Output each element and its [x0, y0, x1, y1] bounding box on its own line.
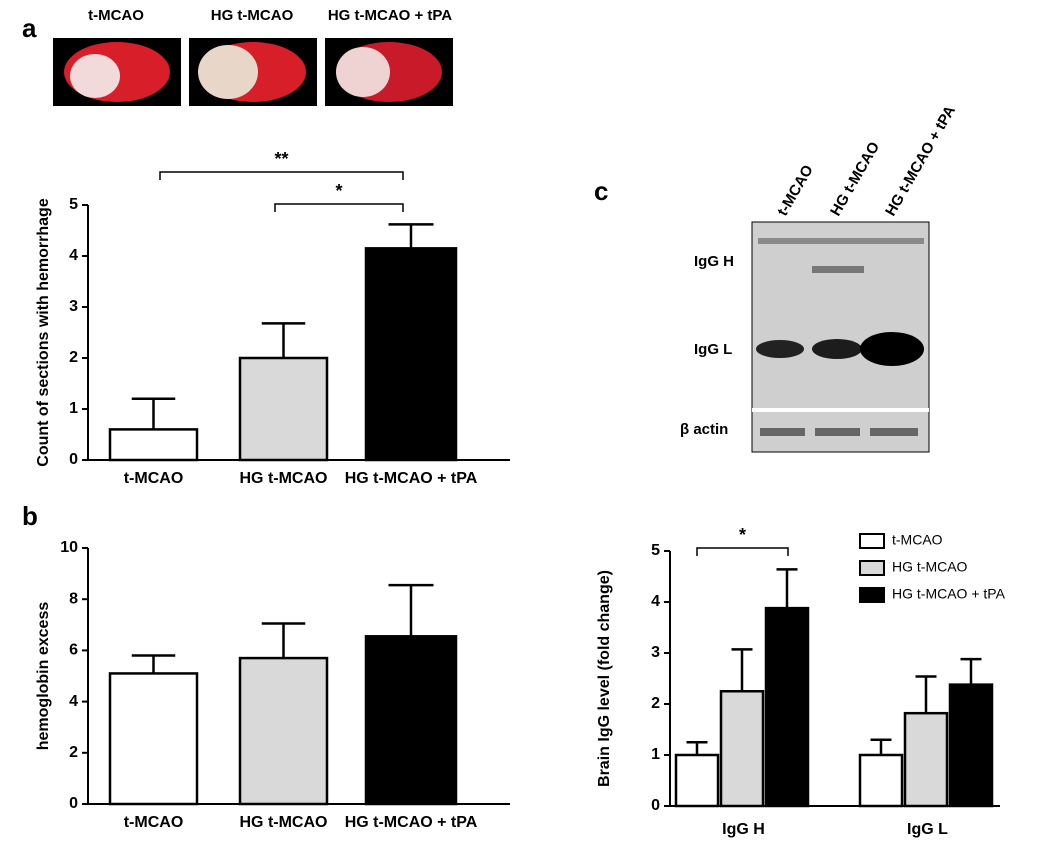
- x-tick-label: IgG H: [722, 821, 765, 838]
- significance-bracket: [274, 203, 404, 212]
- lane-label: HG t-MCAO: [827, 139, 883, 219]
- band: [812, 339, 862, 359]
- lane-label: t-MCAO: [774, 162, 817, 219]
- bar: [903, 711, 949, 808]
- y-tick-label: 3: [69, 298, 78, 315]
- band: [870, 428, 918, 436]
- y-axis-label: hemoglobin excess: [35, 602, 52, 751]
- bar: [719, 690, 765, 808]
- significance-bracket: [696, 547, 789, 556]
- bar: [858, 753, 904, 808]
- y-tick-label: 0: [69, 795, 78, 812]
- y-tick-label: 0: [69, 451, 78, 468]
- y-tick-label: 3: [651, 644, 660, 661]
- x-tick-label: HG t-MCAO + tPA: [345, 814, 478, 831]
- western-blot: IgG H IgG L β actin t-MCAO HG t-MCAO HG …: [680, 103, 959, 453]
- band: [760, 428, 805, 436]
- image-label: HG t-MCAO: [211, 7, 294, 24]
- bar: [364, 635, 458, 806]
- x-tick-label: HG t-MCAO + tPA: [345, 470, 478, 487]
- band: [812, 266, 864, 273]
- y-tick-label: 4: [651, 593, 660, 610]
- bar: [364, 247, 458, 462]
- brain-images: t-MCAO HG t-MCAO HG t-MCAO + tPA: [53, 7, 453, 106]
- y-tick-label: 5: [69, 196, 78, 213]
- panel-label: a: [22, 13, 37, 43]
- band: [815, 428, 860, 436]
- y-tick-label: 8: [69, 590, 78, 607]
- lane-label: HG t-MCAO + tPA: [882, 103, 959, 219]
- y-tick-label: 6: [69, 642, 78, 659]
- y-tick-label: 4: [69, 693, 78, 710]
- bar: [764, 606, 810, 808]
- y-tick-label: 2: [69, 744, 78, 761]
- bar: [948, 683, 994, 808]
- y-tick-label: 0: [651, 797, 660, 814]
- image-label: HG t-MCAO + tPA: [328, 7, 452, 24]
- divider: [752, 408, 929, 412]
- significance-label: **: [274, 149, 288, 169]
- band-label: IgG L: [694, 341, 732, 358]
- y-tick-label: 10: [60, 539, 78, 556]
- legend-label: t-MCAO: [892, 532, 943, 548]
- bar: [238, 656, 329, 806]
- significance-label: *: [739, 525, 746, 545]
- legend-swatch: [859, 533, 885, 549]
- y-tick-label: 1: [651, 746, 660, 763]
- infarct: [70, 54, 120, 98]
- bar: [108, 428, 199, 462]
- y-tick-label: 2: [69, 349, 78, 366]
- bar: [108, 672, 199, 806]
- significance-bracket: [159, 171, 404, 180]
- band-label: β actin: [680, 421, 728, 438]
- legend-swatch: [859, 587, 885, 603]
- band-label: IgG H: [694, 253, 734, 270]
- y-tick-label: 2: [651, 695, 660, 712]
- bar: [238, 356, 329, 462]
- x-tick-label: t-MCAO: [124, 814, 184, 831]
- infarct: [198, 45, 258, 99]
- y-axis-label: Count of sections with hemorrhage: [35, 198, 52, 467]
- image-label: t-MCAO: [88, 7, 144, 24]
- x-tick-label: IgG L: [907, 821, 948, 838]
- infarct: [336, 47, 390, 97]
- legend-label: HG t-MCAO + tPA: [892, 586, 1006, 602]
- y-tick-label: 5: [651, 542, 660, 559]
- y-tick-label: 1: [69, 400, 78, 417]
- legend-swatch: [859, 560, 885, 576]
- x-tick-label: HG t-MCAO: [240, 814, 328, 831]
- panel-label: b: [22, 501, 38, 531]
- bar: [674, 753, 720, 808]
- significance-label: *: [335, 181, 342, 201]
- y-tick-label: 4: [69, 247, 78, 264]
- y-axis-label: Brain IgG level (fold change): [596, 570, 613, 787]
- panel-label: c: [594, 176, 608, 206]
- legend-label: HG t-MCAO: [892, 559, 968, 575]
- x-tick-label: HG t-MCAO: [240, 470, 328, 487]
- x-tick-label: t-MCAO: [124, 470, 184, 487]
- band: [756, 340, 804, 358]
- band: [860, 332, 924, 366]
- band: [758, 238, 924, 244]
